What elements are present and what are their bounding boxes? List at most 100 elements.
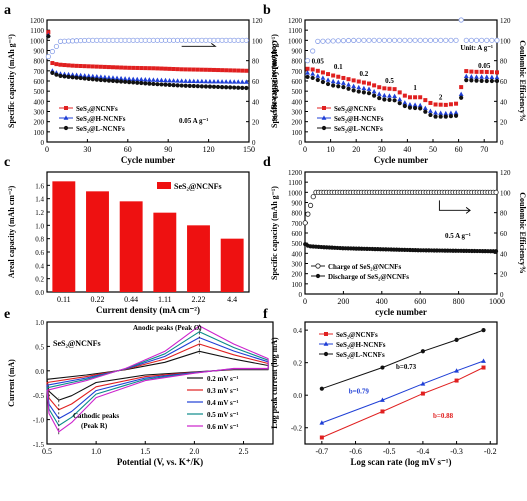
point-b-s2-57 <box>448 114 454 119</box>
point-b-s3-5 <box>315 38 321 44</box>
cathodic-label2-e: (Peak R) <box>81 422 108 430</box>
x-tick-label-f-1: -0.6 <box>349 447 362 456</box>
point-b-s3-73 <box>489 37 495 43</box>
plot-frame-c <box>46 171 250 293</box>
point-f-0-4 <box>481 365 486 370</box>
point-b-s1-1 <box>305 70 310 75</box>
point-b-s3-65 <box>468 37 474 43</box>
point-a-s1-127 <box>215 79 221 84</box>
x-tick-label-c-0: 0.11 <box>57 295 71 304</box>
x-tick-label-d-1: 200 <box>337 297 349 306</box>
point-b-s0-15 <box>341 75 346 80</box>
point-a-s3-148 <box>243 37 249 43</box>
point-b-s0-11 <box>331 73 336 78</box>
point-b-s1-55 <box>443 110 449 116</box>
point-b-s2-71 <box>484 78 489 84</box>
point-f-2-4 <box>481 328 486 333</box>
point-b-s2-73 <box>489 78 494 84</box>
y-tick-label-f-1: 0.0 <box>293 392 302 400</box>
y2-tick-label-b-3: 60 <box>500 78 508 86</box>
y-tick-label-b-0: 0 <box>299 139 303 147</box>
x-tick-label-c-2: 0.44 <box>124 295 138 304</box>
y-tick-label-c-2: 0.4 <box>35 262 44 270</box>
x-axis-title-f: Log scan rate (log mV s⁻¹) <box>350 457 451 467</box>
y-tick-label-a-10: 1000 <box>30 37 45 45</box>
point-b-s0-55 <box>443 102 448 107</box>
point-b-s0-17 <box>346 77 351 82</box>
point-b-s0-57 <box>448 102 453 107</box>
x-tick-label-d-5: 1000 <box>489 297 505 306</box>
point-f-2-0 <box>319 386 324 391</box>
point-b-s2-53 <box>438 114 443 119</box>
point-a-s1-88 <box>163 77 168 83</box>
rate-label-b-6: 0.05 <box>478 62 491 70</box>
point-a-s0-145 <box>240 68 245 73</box>
point-d-s0-995 <box>493 189 499 195</box>
point-a-s0-70 <box>139 66 144 71</box>
point-f-0-3 <box>454 378 459 383</box>
x-tick-label-b-1: 10 <box>327 145 335 154</box>
point-a-s2-55 <box>118 79 124 84</box>
point-f-0-1 <box>380 409 385 414</box>
legend-label-a-2: SeS₂@L-NCNFs <box>76 125 125 133</box>
y2-tick-label-d-4: 80 <box>500 210 508 218</box>
point-a-s1-109 <box>191 78 197 84</box>
point-b-s3-41 <box>407 37 413 43</box>
point-f-1-1 <box>380 397 385 402</box>
y-axis-title-a: Specific capacity (mAh g⁻¹) <box>7 34 16 128</box>
y-tick-label-c-1: 0.2 <box>35 276 44 284</box>
point-b-s1-13 <box>335 79 341 85</box>
point-b-s2-63 <box>464 78 469 83</box>
legend-marker-b-0 <box>322 106 326 110</box>
point-b-s0-43 <box>413 95 418 100</box>
y2-tick-label-b-5: 100 <box>500 37 511 45</box>
point-b-s2-9 <box>325 81 331 87</box>
y-tick-label-d-4: 400 <box>292 250 303 258</box>
point-b-s1-21 <box>356 84 362 90</box>
x-axis-title-b: Cycle number <box>374 155 428 165</box>
y-tick-label-b-10: 1000 <box>288 37 303 45</box>
point-b-s0-33 <box>387 86 392 91</box>
point-b-s3-29 <box>376 37 382 43</box>
x-tick-label-f-2: -0.5 <box>383 447 396 456</box>
point-a-s0-43 <box>102 64 107 69</box>
point-b-s3-75 <box>494 37 500 43</box>
point-b-s3-9 <box>325 38 331 44</box>
point-a-s1-130 <box>219 79 225 84</box>
point-b-s1-23 <box>361 85 367 91</box>
y-tick-label-d-2: 200 <box>292 271 303 279</box>
point-a-s0-61 <box>127 65 132 70</box>
point-a-s1-46 <box>106 74 112 80</box>
x-tick-label-c-1: 0.22 <box>91 295 105 304</box>
y2-tick-label-d-5: 100 <box>500 189 511 197</box>
point-b-s1-3 <box>310 71 316 76</box>
legend-marker-d-1 <box>315 273 321 279</box>
point-b-s0-63 <box>464 69 469 74</box>
point-a-s0-103 <box>183 67 188 72</box>
point-f-1-3 <box>454 368 459 373</box>
y-tick-label-e-5: 1.0 <box>35 319 44 327</box>
point-b-s2-69 <box>479 78 484 83</box>
point-b-s1-19 <box>351 83 357 89</box>
point-a-s1-58 <box>122 76 128 81</box>
point-b-s1-73 <box>489 74 495 80</box>
y2-tick-label-b-6: 120 <box>500 17 511 25</box>
y-tick-label-a-3: 300 <box>34 109 45 117</box>
point-b-s2-15 <box>341 85 346 90</box>
point-a-s0-127 <box>216 68 221 73</box>
point-b-s0-37 <box>397 90 402 95</box>
x-tick-label-a-2: 60 <box>124 145 132 154</box>
point-b-s0-67 <box>474 69 479 74</box>
y2-axis-title-d: Coulombic Efficiency% <box>518 192 527 274</box>
point-a-s2-25 <box>78 75 83 81</box>
point-d-s0-1 <box>302 220 308 226</box>
x-tick-label-b-0: 0 <box>303 145 307 154</box>
y-tick-label-b-1: 100 <box>292 129 303 137</box>
point-f-0-2 <box>420 391 425 396</box>
point-b-s0-69 <box>479 69 484 74</box>
point-a-s2-85 <box>159 82 164 87</box>
point-b-s3-59 <box>453 37 459 43</box>
point-b-s0-23 <box>361 80 366 85</box>
point-a-s0-121 <box>207 67 212 72</box>
point-b-s2-55 <box>443 114 448 119</box>
